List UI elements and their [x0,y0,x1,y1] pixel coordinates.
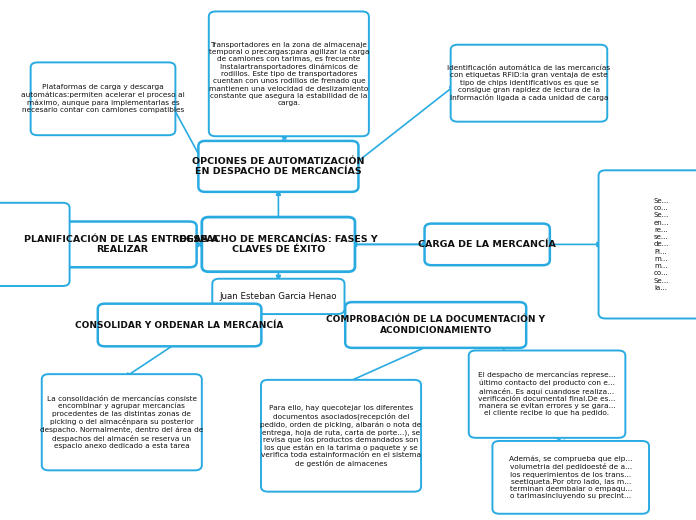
Text: CARGA DE LA MERCANCÍA: CARGA DE LA MERCANCÍA [418,240,556,249]
FancyBboxPatch shape [345,302,526,348]
Text: OPCIONES DE AUTOMATIZACIÓN
EN DESPACHO DE MERCANCÍAS: OPCIONES DE AUTOMATIZACIÓN EN DESPACHO D… [192,157,365,176]
Text: Además, se comprueba que elp...
volumetria del pedidoesté de a...
los requerimie: Además, se comprueba que elp... volumetr… [509,456,633,499]
FancyBboxPatch shape [47,222,196,267]
Text: El despacho de mercancías represe...
último contacto del producto con e...
almac: El despacho de mercancías represe... últ… [478,372,616,417]
FancyBboxPatch shape [492,441,649,514]
Text: COMPROBACIÓN DE LA DOCUMENTACIÓN Y
ACONDICIONAMIENTO: COMPROBACIÓN DE LA DOCUMENTACIÓN Y ACOND… [326,315,545,335]
FancyBboxPatch shape [599,170,696,318]
Text: Identificación automática de las mercancías
con etiquetas RFID:la gran ventaja d: Identificación automática de las mercanc… [448,65,610,101]
FancyBboxPatch shape [97,304,262,346]
FancyBboxPatch shape [451,45,607,122]
FancyBboxPatch shape [261,380,421,492]
Text: Plataformas de carga y descarga
automáticas:permiten acelerar el proceso al
máxi: Plataformas de carga y descarga automáti… [21,84,185,113]
FancyBboxPatch shape [212,279,345,314]
Text: CONSOLIDAR Y ORDENAR LA MERCANCÍA: CONSOLIDAR Y ORDENAR LA MERCANCÍA [75,320,284,330]
FancyBboxPatch shape [469,350,625,438]
FancyBboxPatch shape [202,217,355,271]
Text: Para ello, hay quecotejar los diferentes
documentos asociados(recepción del
pedi: Para ello, hay quecotejar los diferentes… [260,405,422,466]
FancyBboxPatch shape [198,141,358,192]
Text: Transportadores en la zona de almacenaje
temporal o precargas:para agilizar la c: Transportadores en la zona de almacenaje… [209,42,369,106]
FancyBboxPatch shape [31,62,175,135]
FancyBboxPatch shape [42,374,202,470]
Text: DESPACHO DE MERCANCÍAS: FASES Y
CLAVES DE ÉXITO: DESPACHO DE MERCANCÍAS: FASES Y CLAVES D… [179,235,378,254]
Text: PLANIFICACIÓN DE LAS ENTREGAS A
REALIZAR: PLANIFICACIÓN DE LAS ENTREGAS A REALIZAR [24,235,219,254]
FancyBboxPatch shape [209,11,369,136]
Text: Juan Esteban Garcia Henao: Juan Esteban Garcia Henao [220,292,337,301]
Text: Se...
co...
Se...
en...
re...
se...
de...
Pi...
m...
m...
co...
Se...
la...: Se... co... Se... en... re... se... de..… [654,198,669,291]
FancyBboxPatch shape [425,224,550,265]
FancyBboxPatch shape [0,203,70,286]
Text: La consolidación de mercancías consiste
encombinar y agrupar mercancías
proceden: La consolidación de mercancías consiste … [40,396,203,449]
